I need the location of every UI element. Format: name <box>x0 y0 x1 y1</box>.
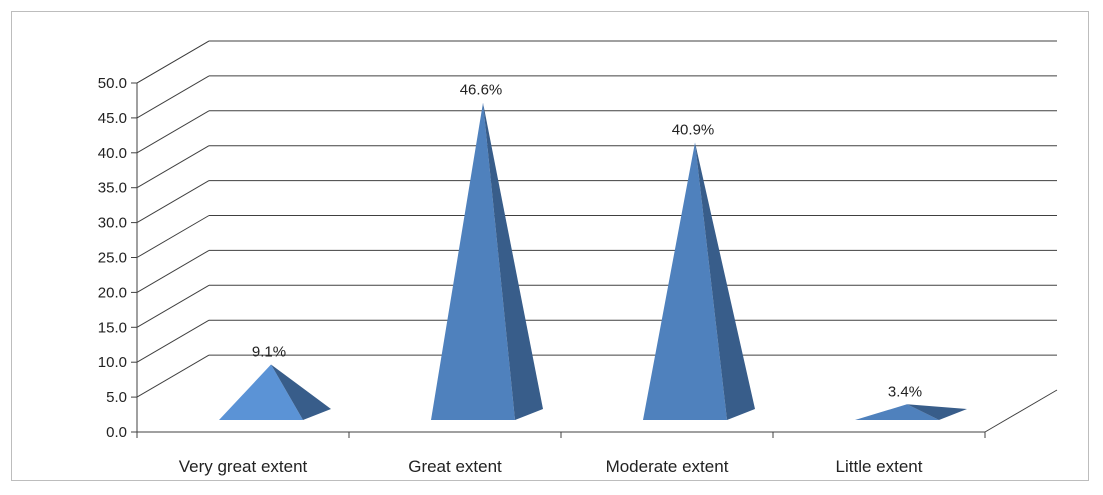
y-tick-label: 40.0 <box>98 145 127 162</box>
gridline-diagonal <box>136 249 210 293</box>
gridline-diagonal <box>136 180 210 224</box>
data-label: 40.9% <box>672 122 715 139</box>
pyramid-side-face <box>271 364 331 420</box>
pyramid-front-face <box>643 142 727 420</box>
y-tick-label: 15.0 <box>98 319 127 336</box>
gridline-diagonal <box>136 145 210 189</box>
data-label: 3.4% <box>888 383 922 400</box>
pyramid <box>643 142 755 420</box>
gridline-diagonal <box>136 319 210 363</box>
floor-edge <box>984 389 1058 433</box>
gridline-diagonal <box>136 40 210 84</box>
y-tick-label: 35.0 <box>98 180 127 197</box>
category-label: Little extent <box>836 457 923 476</box>
data-label: 9.1% <box>252 343 286 360</box>
pyramid-front-face <box>431 102 515 421</box>
category-label: Great extent <box>408 457 502 476</box>
category-label: Moderate extent <box>606 457 729 476</box>
pyramid <box>431 102 543 421</box>
gridline-diagonal <box>136 284 210 328</box>
pyramid-front-face <box>855 404 939 420</box>
category-labels: Very great extent Great extent Moderate ex… <box>179 457 923 476</box>
pyramid-side-face <box>483 102 543 421</box>
gridline-diagonal <box>136 354 210 398</box>
y-tick-label: 10.0 <box>98 354 127 371</box>
pyramid-side-face <box>695 142 755 420</box>
y-tick-label: 25.0 <box>98 250 127 267</box>
y-tick-label: 50.0 <box>98 75 127 92</box>
pyramid <box>855 404 967 420</box>
y-tick-label: 5.0 <box>106 389 127 406</box>
data-labels: 9.1% 46.6% 40.9% 3.4% <box>252 82 922 401</box>
y-tick-label: 30.0 <box>98 215 127 232</box>
pyramid <box>219 364 331 420</box>
pyramid-front-face <box>219 364 303 420</box>
category-label: Very great extent <box>179 457 308 476</box>
y-tick-labels: 0.0 5.0 10.0 15.0 20.0 25.0 30.0 35.0 40.0 45.0 50… <box>98 75 127 441</box>
gridline-diagonal <box>136 215 210 258</box>
gridlines <box>136 40 1057 398</box>
pyramids <box>219 102 967 421</box>
data-label: 46.6% <box>460 82 503 99</box>
chart-frame <box>11 11 1089 481</box>
gridline-diagonal <box>136 110 210 154</box>
gridline-diagonal <box>136 75 210 119</box>
y-tick-label: 20.0 <box>98 284 127 301</box>
axes <box>131 82 1058 438</box>
y-tick-label: 45.0 <box>98 110 127 127</box>
pyramid-side-face <box>907 404 967 420</box>
y-tick-label: 0.0 <box>106 424 127 441</box>
